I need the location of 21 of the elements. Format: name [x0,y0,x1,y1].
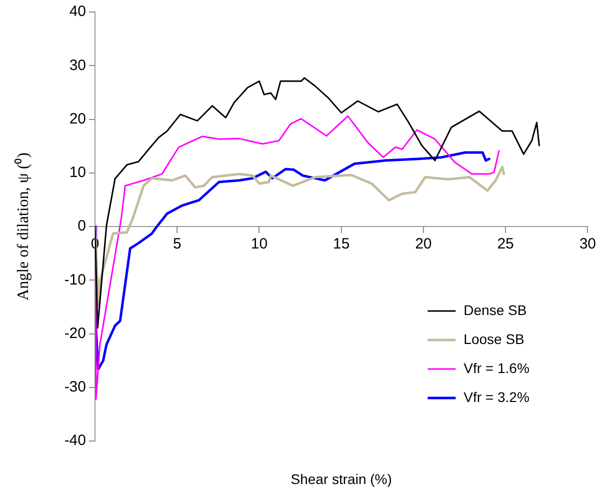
legend-label: Vfr = 1.6% [464,360,530,376]
y-tick-label: 0 [78,218,86,235]
y-tick-label: 10 [69,164,86,182]
legend-label: Vfr = 3.2% [464,388,530,405]
x-tick-label: 15 [332,236,350,253]
y-tick-label: 30 [69,56,86,74]
x-tick-label: 20 [415,236,432,253]
legend-label: Loose SB [464,330,524,347]
legend-label: Dense SB [464,302,527,318]
y-axis-title: Angle of dilation, ψ (⁰) [14,152,32,300]
y-tick-label: -20 [64,324,86,342]
x-tick-label: 30 [579,236,596,253]
x-axis-title: Shear strain (%) [290,471,392,487]
y-tick-label: -40 [64,432,86,450]
y-tick-label: 40 [69,3,86,20]
y-tick-label: -10 [64,271,86,288]
x-tick-label: 25 [497,236,514,253]
x-tick-label: 10 [250,236,268,253]
y-tick-label: 20 [69,110,86,128]
x-tick-label: 5 [172,236,182,253]
y-tick-label: -30 [64,378,86,396]
